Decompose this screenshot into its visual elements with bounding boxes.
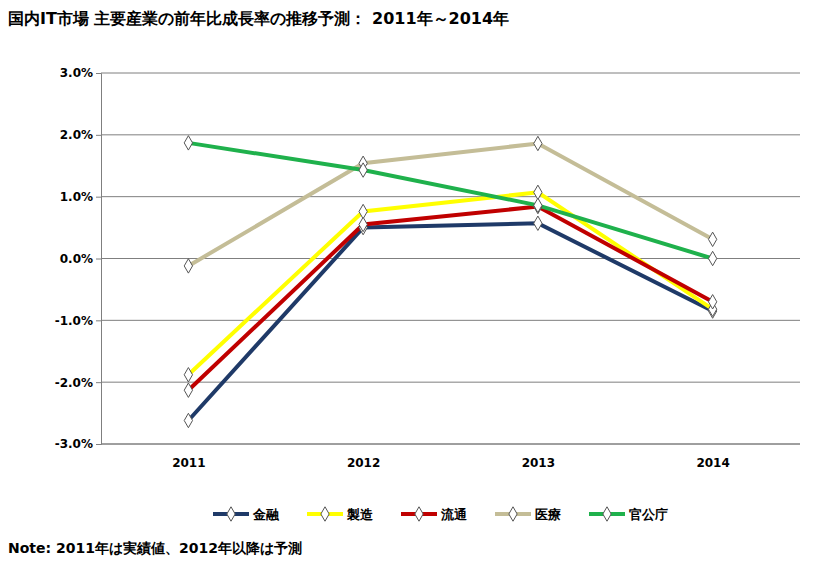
y-axis-line xyxy=(96,74,102,445)
y-tick: 2.0% xyxy=(60,128,101,142)
legend: 金融 製造 流通 医療 官公庁 xyxy=(213,507,668,522)
series-markers xyxy=(184,185,717,382)
grid-line xyxy=(101,382,800,383)
y-tick-label: 2.0% xyxy=(60,128,93,142)
grid-line xyxy=(101,320,800,321)
legend-label: 流通 xyxy=(440,507,468,522)
y-tick-label: 0.0% xyxy=(60,252,93,266)
x-tick: 2011 xyxy=(172,444,205,470)
x-axis-line xyxy=(101,444,800,445)
y-tick-mark xyxy=(96,320,101,321)
legend-item: 製造 xyxy=(307,507,374,522)
marker xyxy=(708,232,716,246)
y-tick-mark xyxy=(96,259,101,260)
grid-line xyxy=(101,444,800,445)
y-tick-label: -1.0% xyxy=(55,314,93,328)
x-tick-label: 2011 xyxy=(172,456,205,470)
legend-label: 官公庁 xyxy=(629,507,668,522)
y-tick-mark xyxy=(96,444,101,445)
y-tick-mark xyxy=(96,73,101,74)
plot-area xyxy=(184,136,717,428)
series-line xyxy=(188,143,712,259)
grid xyxy=(101,73,800,444)
marker xyxy=(359,217,367,231)
legend-marker xyxy=(321,507,329,521)
series-markers xyxy=(184,136,717,273)
chart: 国内IT市場 主要産業の前年比成長率の推移予測： 2011年～2014年 -3.0… xyxy=(0,0,825,563)
y-axis: -3.0% -2.0% -1.0% 0.0% 1.0% 2.0% 3.0% xyxy=(55,66,102,451)
y-tick-mark xyxy=(96,135,101,136)
marker xyxy=(184,413,192,427)
legend-item: 金融 xyxy=(213,507,280,522)
y-tick: 0.0% xyxy=(60,252,101,266)
legend-item: 官公庁 xyxy=(589,507,668,522)
x-tick-label: 2012 xyxy=(347,456,380,470)
marker xyxy=(184,368,192,382)
legend-item: 流通 xyxy=(401,507,468,522)
legend-marker xyxy=(603,507,611,521)
y-tick-mark xyxy=(96,382,101,383)
y-tick-label: -2.0% xyxy=(55,376,93,390)
grid-line xyxy=(101,134,800,135)
y-tick: -1.0% xyxy=(55,314,101,328)
x-axis: 2011 2012 2013 2014 xyxy=(101,444,800,470)
title: 国内IT市場 主要産業の前年比成長率の推移予測： 2011年～2014年 xyxy=(8,9,509,28)
legend-label: 医療 xyxy=(535,507,561,522)
grid-line xyxy=(101,73,800,74)
series-line xyxy=(188,143,712,265)
series-markers xyxy=(184,216,717,428)
y-tick: -2.0% xyxy=(55,376,101,390)
marker xyxy=(534,198,542,212)
x-tick: 2014 xyxy=(696,444,729,470)
marker xyxy=(184,136,192,150)
legend-label: 製造 xyxy=(346,507,374,522)
grid-line xyxy=(101,258,800,259)
marker xyxy=(359,163,367,177)
y-tick-label: 1.0% xyxy=(60,190,93,204)
legend-label: 金融 xyxy=(252,507,280,522)
legend-marker xyxy=(227,507,235,521)
y-tick: -3.0% xyxy=(55,437,101,451)
marker xyxy=(534,136,542,150)
y-tick-label: -3.0% xyxy=(55,437,93,451)
legend-item: 医療 xyxy=(495,507,561,522)
marker xyxy=(184,259,192,273)
x-tick-label: 2013 xyxy=(522,456,555,470)
marker xyxy=(184,383,192,397)
y-tick-label: 3.0% xyxy=(60,66,93,80)
x-tick: 2013 xyxy=(522,444,555,470)
series-markers xyxy=(184,136,717,266)
marker xyxy=(708,251,716,265)
y-tick: 3.0% xyxy=(60,66,101,80)
grid-line xyxy=(101,196,800,197)
note: Note: 2011年は実績値、2012年以降は予測 xyxy=(8,540,302,556)
y-tick: 1.0% xyxy=(60,190,101,204)
series-markers xyxy=(184,199,717,397)
x-tick-label: 2014 xyxy=(696,456,729,470)
legend-marker xyxy=(415,507,423,521)
marker xyxy=(708,295,716,309)
y-tick-mark xyxy=(96,197,101,198)
marker xyxy=(534,216,542,230)
legend-marker xyxy=(509,507,517,521)
x-tick: 2012 xyxy=(347,444,380,470)
series-line xyxy=(188,223,712,420)
